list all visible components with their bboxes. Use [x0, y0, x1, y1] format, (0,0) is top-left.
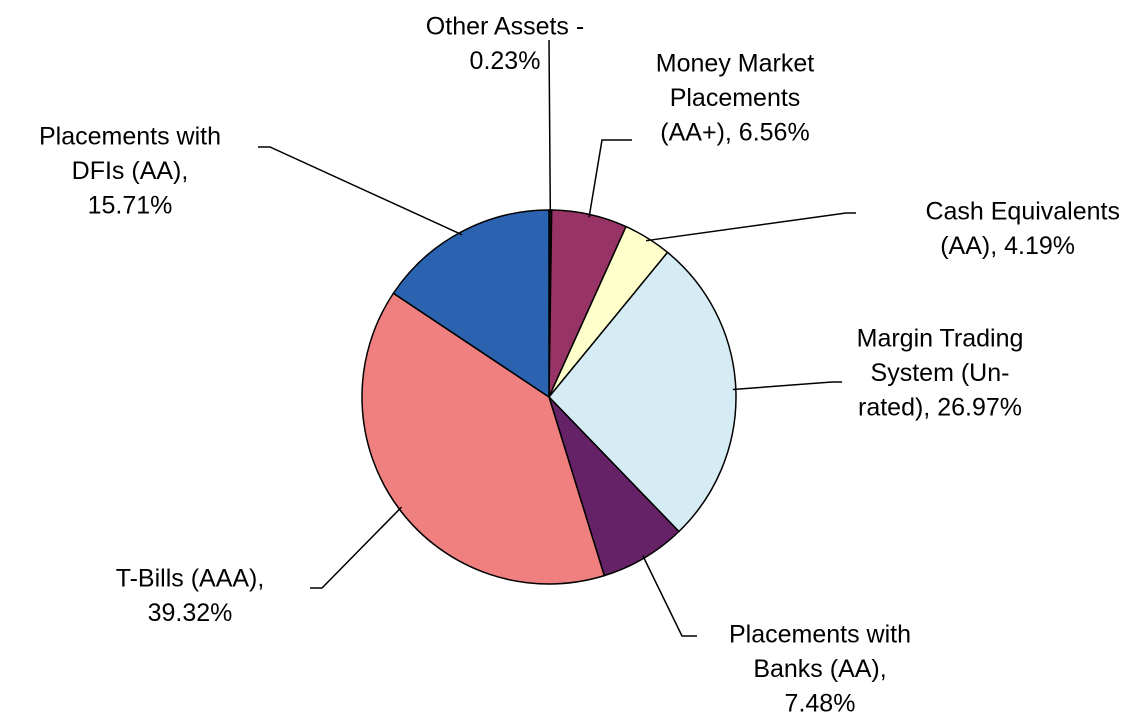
slice-label: Placements with — [729, 621, 911, 649]
slice-label: System (Un- — [871, 359, 1010, 387]
leader-line — [732, 381, 842, 391]
slice-label: Margin Trading — [857, 325, 1024, 353]
slice-label: Placements with — [39, 123, 221, 151]
leader-line — [310, 506, 403, 589]
leader-line — [645, 212, 856, 242]
slice-label: Placements — [670, 84, 801, 112]
slice-label: Other Assets - — [426, 13, 584, 41]
leader-line — [641, 555, 697, 637]
leader-line — [588, 139, 632, 218]
slice-label: 15.71% — [88, 192, 173, 220]
slice-label: (AA), 4.19% — [940, 232, 1075, 260]
slice-label: 0.23% — [470, 47, 541, 75]
slice-label: T-Bills (AAA), — [116, 565, 265, 593]
leader-line — [258, 146, 463, 236]
slice-label: Money Market — [656, 50, 814, 78]
slice-label: 7.48% — [785, 690, 856, 714]
slice-label: Banks (AA), — [753, 655, 886, 683]
slice-label: Cash Equivalents — [925, 198, 1120, 226]
slice-label: DFIs (AA), — [72, 157, 189, 185]
pie-slice — [392, 209, 550, 399]
leader-line — [548, 39, 552, 214]
slice-label: (AA+), 6.56% — [660, 119, 809, 147]
slice-label: rated), 26.97% — [858, 394, 1022, 422]
slice-label: 39.32% — [148, 599, 233, 627]
